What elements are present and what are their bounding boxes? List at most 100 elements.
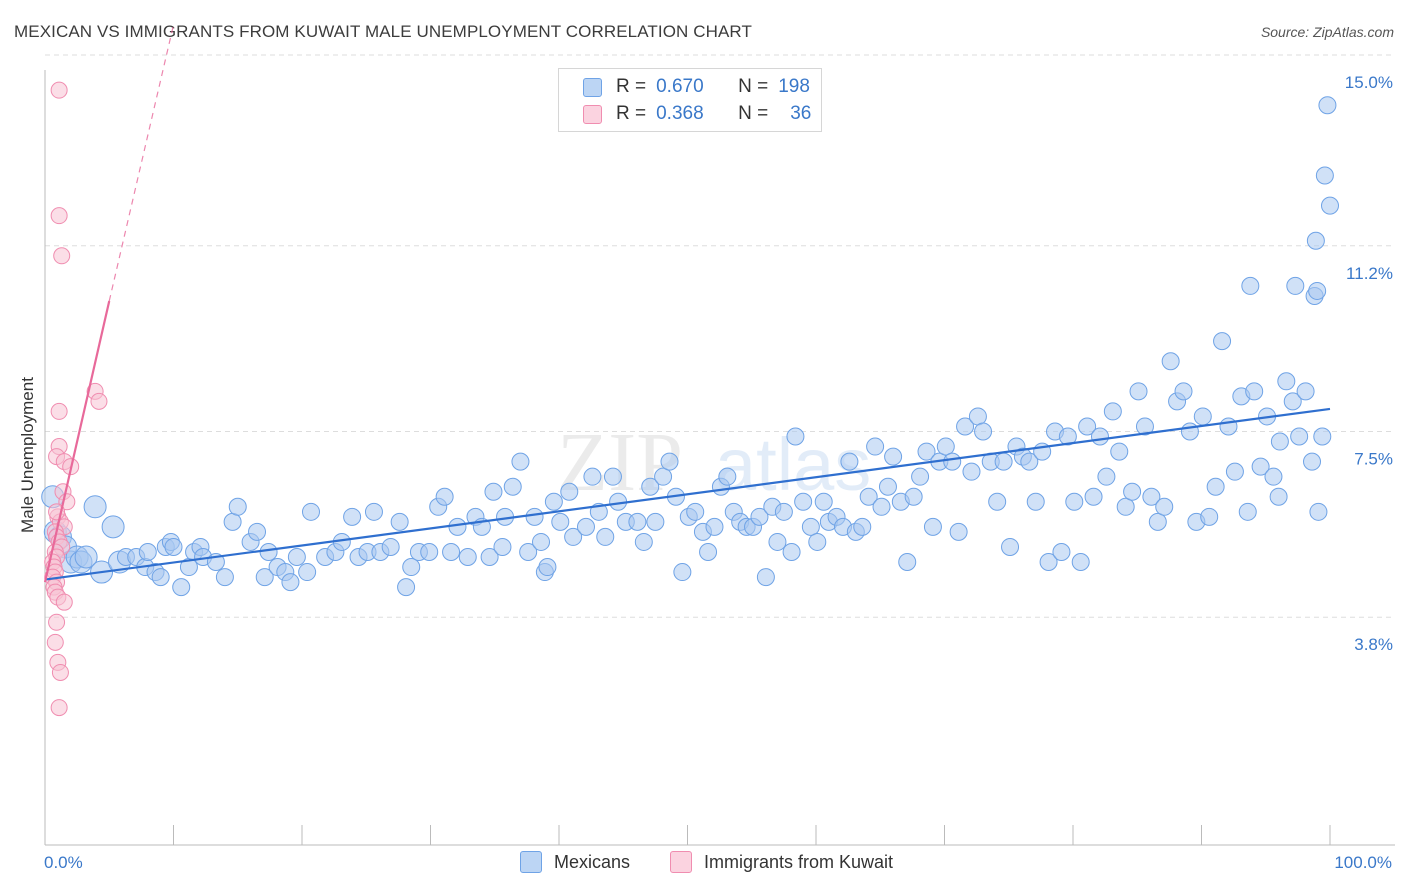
- data-point-kuwait: [46, 633, 64, 651]
- legend-swatch-kuwait: [670, 851, 692, 873]
- legend-item-mexicans: Mexicans: [520, 851, 630, 873]
- data-point-mexicans: [917, 442, 936, 461]
- data-point-mexicans: [1296, 382, 1315, 401]
- data-point-mexicans: [1142, 487, 1161, 506]
- data-point-mexicans: [138, 542, 157, 561]
- data-point-mexicans: [911, 467, 930, 486]
- data-point-mexicans: [641, 477, 660, 496]
- data-point-mexicans: [1097, 467, 1116, 486]
- grid-lines: [45, 54, 1395, 618]
- data-point-mexicans: [442, 542, 461, 561]
- data-point-mexicans: [544, 492, 563, 511]
- data-point-mexicans: [686, 502, 705, 521]
- x-tick-max: 100.0%: [1334, 853, 1392, 872]
- data-point-mexicans: [628, 512, 647, 531]
- data-point-mexicans: [448, 517, 467, 536]
- data-point-mexicans: [1238, 502, 1257, 521]
- data-point-mexicans: [808, 532, 827, 551]
- data-point-mexicans: [228, 497, 247, 516]
- data-point-mexicans: [1084, 487, 1103, 506]
- data-point-mexicans: [1110, 442, 1129, 461]
- data-point-mexicans: [1269, 487, 1288, 506]
- correlation-legend: R = 0.670 N = 198 R = 0.368 N = 36: [558, 68, 822, 132]
- y-tick-label: 15.0%: [1345, 73, 1393, 92]
- data-point-mexicans: [287, 548, 306, 566]
- legend-n-label: N =: [738, 103, 769, 124]
- data-point-mexicans: [1251, 457, 1270, 476]
- data-point-mexicans: [532, 532, 551, 551]
- legend-n-value: 198: [778, 76, 810, 97]
- data-point-mexicans: [1264, 467, 1283, 486]
- data-point-mexicans: [994, 452, 1013, 471]
- legend-r-value: 0.368: [656, 103, 704, 124]
- data-point-kuwait: [50, 207, 68, 225]
- data-point-mexicans: [343, 507, 362, 526]
- data-point-mexicans: [1309, 502, 1328, 521]
- data-point-mexicans: [1306, 231, 1325, 250]
- data-point-mexicans: [1313, 427, 1332, 446]
- data-point-mexicans: [1245, 382, 1264, 401]
- data-point-mexicans: [936, 437, 955, 456]
- data-point-mexicans: [956, 417, 975, 436]
- data-point-mexicans: [576, 517, 595, 536]
- data-point-mexicans: [397, 578, 416, 597]
- data-point-mexicans: [1193, 407, 1212, 426]
- data-point-mexicans: [1135, 417, 1154, 436]
- data-point-kuwait: [90, 392, 108, 410]
- data-point-mexicans: [1090, 427, 1109, 446]
- legend-swatch-mexicans: [520, 851, 542, 873]
- legend-row-mexicans: R = 0.670 N = 198: [559, 74, 810, 100]
- data-point-mexicans: [768, 532, 787, 551]
- data-point-mexicans: [1026, 492, 1045, 511]
- data-point-mexicans: [1303, 452, 1322, 471]
- data-point-mexicans: [853, 517, 872, 536]
- data-point-mexicans: [750, 507, 769, 526]
- data-point-mexicans: [1315, 166, 1334, 185]
- data-point-mexicans: [381, 537, 400, 556]
- data-point-mexicans: [974, 422, 993, 441]
- trend-lines: [43, 24, 1331, 583]
- data-point-kuwait: [50, 402, 68, 420]
- data-point-mexicans: [814, 492, 833, 511]
- y-axis-label: Male Unemployment: [18, 377, 37, 533]
- data-point-mexicans: [1058, 427, 1077, 446]
- data-point-mexicans: [259, 542, 278, 561]
- data-point-kuwait: [51, 663, 69, 681]
- data-point-kuwait: [48, 613, 66, 631]
- data-point-mexicans: [705, 517, 724, 536]
- data-point-mexicans: [1286, 276, 1305, 295]
- data-point-mexicans: [223, 512, 242, 531]
- data-point-mexicans: [786, 427, 805, 446]
- data-point-mexicans: [560, 482, 579, 501]
- data-point-mexicans: [503, 477, 522, 496]
- legend-row-kuwait: R = 0.368 N = 36: [559, 101, 811, 127]
- data-point-mexicans: [248, 522, 267, 541]
- legend-r-label: R =: [616, 76, 647, 97]
- legend-label-kuwait: Immigrants from Kuwait: [704, 851, 894, 872]
- data-point-mexicans: [1052, 542, 1071, 561]
- data-point-mexicans: [699, 542, 718, 561]
- y-tick-label: 3.8%: [1354, 635, 1393, 654]
- data-point-mexicans: [1290, 427, 1309, 446]
- data-point-mexicans: [596, 527, 615, 546]
- data-point-mexicans: [215, 568, 234, 587]
- series-mexicans: [41, 96, 1339, 597]
- data-point-mexicans: [1039, 553, 1058, 572]
- data-point-mexicans: [164, 537, 183, 556]
- chart-title: MEXICAN VS IMMIGRANTS FROM KUWAIT MALE U…: [14, 22, 752, 41]
- data-point-mexicans: [519, 542, 538, 561]
- data-point-mexicans: [923, 517, 942, 536]
- data-point-mexicans: [493, 537, 512, 556]
- legend-r-value: 0.670: [656, 76, 704, 97]
- data-point-mexicans: [603, 467, 622, 486]
- y-tick-label: 7.5%: [1354, 450, 1393, 469]
- data-point-mexicans: [1020, 452, 1039, 471]
- data-point-mexicans: [1180, 422, 1199, 441]
- data-point-mexicans: [866, 437, 885, 456]
- data-point-mexicans: [872, 497, 891, 516]
- legend-n-label: N =: [738, 76, 769, 97]
- data-point-mexicans: [1321, 196, 1339, 215]
- data-point-mexicans: [1148, 512, 1167, 531]
- data-point-mexicans: [634, 532, 653, 551]
